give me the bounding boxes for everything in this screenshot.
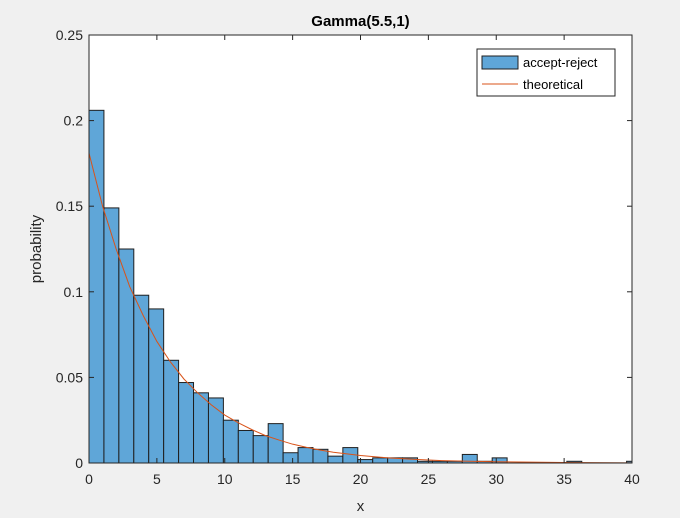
histogram-bar	[252, 435, 269, 464]
x-axis-label: x	[357, 498, 365, 515]
x-tick-label: 20	[353, 471, 369, 487]
histogram-bar	[222, 419, 239, 464]
histogram-bar	[178, 382, 195, 464]
histogram-bar	[148, 308, 165, 464]
y-axis-label: probability	[28, 214, 45, 283]
x-tick-label: 0	[85, 471, 93, 487]
histogram-bar	[267, 423, 284, 464]
histogram-bar	[372, 457, 389, 464]
histogram-bar	[118, 248, 135, 464]
x-tick-label: 35	[556, 471, 572, 487]
y-tick-label: 0.25	[56, 27, 83, 43]
histogram-bars	[88, 109, 633, 464]
x-tick-label: 25	[421, 471, 437, 487]
histogram-bar	[327, 455, 344, 464]
histogram-bar	[282, 452, 299, 464]
histogram-bar	[237, 429, 254, 464]
x-tick-labels: 0 5 10 15 20 25 30 35 40	[85, 471, 640, 487]
legend-swatch-accept-reject	[481, 55, 519, 70]
y-tick-label: 0	[75, 455, 83, 471]
x-tick-label: 5	[153, 471, 161, 487]
histogram-bar	[297, 447, 314, 464]
y-tick-label: 0.1	[64, 284, 84, 300]
y-tick-label: 0.05	[56, 369, 83, 385]
y-tick-label: 0.15	[56, 198, 83, 214]
legend: accept-reject theoretical	[476, 48, 616, 97]
histogram-bar	[103, 207, 120, 464]
legend-label-accept-reject: accept-reject	[523, 55, 598, 70]
x-tick-label: 10	[217, 471, 233, 487]
legend-label-theoretical: theoretical	[523, 77, 583, 92]
histogram-bar	[133, 294, 150, 464]
histogram-bar	[207, 397, 224, 464]
chart-title: Gamma(5.5,1)	[311, 13, 409, 30]
y-tick-labels: 0 0.05 0.1 0.15 0.2 0.25	[56, 27, 83, 471]
x-tick-label: 30	[488, 471, 504, 487]
x-tick-label: 15	[285, 471, 301, 487]
histogram-bar	[163, 359, 180, 464]
histogram-bar	[193, 392, 209, 464]
y-tick-label: 0.2	[64, 113, 84, 129]
x-tick-label: 40	[624, 471, 640, 487]
axes-box	[88, 34, 633, 464]
